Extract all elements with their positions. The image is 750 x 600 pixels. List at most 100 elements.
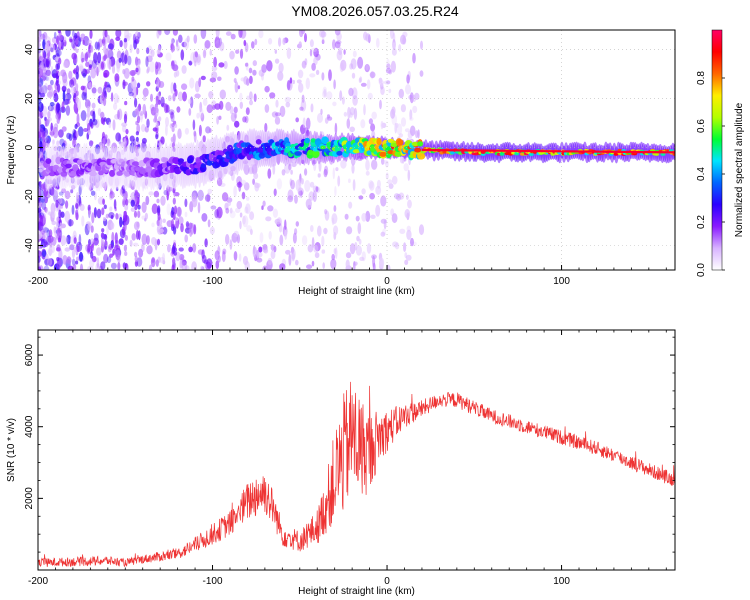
noise-blob bbox=[108, 58, 112, 70]
streak-blob bbox=[58, 131, 62, 136]
noise-blob bbox=[239, 212, 243, 218]
noise-blob bbox=[176, 44, 180, 52]
noise-blob bbox=[307, 244, 314, 253]
noise-blob bbox=[310, 47, 318, 53]
noise-blob bbox=[62, 71, 66, 78]
noise-blob bbox=[211, 71, 218, 80]
noise-blob bbox=[235, 49, 240, 54]
spectrogram-y-ticks: -40 -20 0 20 40 bbox=[24, 44, 43, 253]
noise-blob bbox=[233, 185, 237, 198]
noise-blob bbox=[284, 96, 291, 103]
noise-blob bbox=[128, 91, 135, 97]
noise-blob bbox=[52, 139, 55, 145]
streak-blob bbox=[156, 219, 160, 226]
noise-blob bbox=[379, 99, 382, 110]
noise-blob bbox=[386, 80, 391, 85]
snr-x-label: Height of straight line (km) bbox=[298, 586, 415, 597]
noise-blob bbox=[274, 112, 281, 117]
streak-blob bbox=[89, 30, 93, 39]
noise-blob bbox=[296, 79, 302, 84]
noise-blob bbox=[45, 76, 49, 81]
streak-blob bbox=[158, 116, 162, 122]
signal-core bbox=[310, 138, 317, 143]
noise-blob bbox=[49, 43, 56, 53]
signal-core bbox=[376, 137, 382, 146]
noise-blob bbox=[190, 52, 197, 64]
noise-blob bbox=[357, 222, 362, 235]
noise-blob bbox=[264, 85, 270, 93]
noise-blob bbox=[194, 93, 201, 99]
snr-x-ticks: -200 -100 0 100 bbox=[28, 330, 667, 587]
noise-blob bbox=[178, 216, 184, 225]
signal-core bbox=[397, 139, 404, 146]
noise-blob bbox=[261, 205, 264, 210]
noise-blob bbox=[245, 203, 251, 215]
noise-blob bbox=[379, 257, 385, 269]
noise-blob bbox=[242, 116, 247, 123]
noise-blob bbox=[38, 42, 41, 48]
snr-plot-area bbox=[38, 330, 675, 570]
noise-blob bbox=[97, 108, 102, 116]
noise-blob bbox=[385, 67, 392, 74]
streak-blob bbox=[101, 241, 105, 248]
streak-blob bbox=[173, 205, 178, 215]
noise-blob bbox=[206, 192, 211, 203]
noise-blob bbox=[44, 42, 50, 54]
noise-blob bbox=[66, 234, 71, 245]
noise-blob bbox=[415, 130, 419, 139]
y-tick-label: -20 bbox=[24, 189, 35, 204]
noise-blob bbox=[252, 60, 257, 67]
noise-blob bbox=[81, 91, 86, 101]
noise-blob bbox=[284, 228, 288, 240]
noise-blob bbox=[79, 203, 85, 212]
x-tick-label: -100 bbox=[203, 276, 223, 287]
streak-blob bbox=[58, 57, 62, 65]
streak-blob bbox=[75, 203, 79, 209]
streak-blob bbox=[75, 209, 79, 217]
streak-blob bbox=[104, 234, 108, 241]
streak-blob bbox=[76, 31, 80, 40]
noise-blob bbox=[48, 229, 53, 238]
streak-blob bbox=[102, 217, 107, 222]
signal-core bbox=[314, 151, 320, 156]
noise-blob bbox=[407, 199, 412, 209]
noise-blob bbox=[44, 132, 48, 142]
noise-blob bbox=[43, 265, 50, 270]
noise-blob bbox=[115, 249, 121, 261]
noise-blob bbox=[84, 52, 89, 62]
noise-blob bbox=[65, 200, 69, 209]
signal-core bbox=[345, 140, 352, 149]
y-tick-label: 2000 bbox=[24, 487, 35, 510]
noise-blob bbox=[266, 60, 273, 72]
noise-blob bbox=[146, 245, 153, 255]
noise-blob bbox=[130, 207, 136, 212]
streak-blob bbox=[74, 106, 78, 113]
streak-blob bbox=[55, 63, 59, 71]
noise-blob bbox=[334, 186, 337, 197]
streak-blob bbox=[122, 193, 126, 199]
noise-blob bbox=[114, 73, 120, 83]
noise-blob bbox=[412, 52, 416, 64]
noise-blob bbox=[348, 201, 353, 209]
x-tick-label: 0 bbox=[384, 276, 390, 287]
noise-blob bbox=[313, 47, 319, 58]
noise-blob bbox=[73, 86, 76, 93]
noise-blob bbox=[210, 205, 217, 210]
noise-blob bbox=[38, 250, 42, 258]
streak-blob bbox=[135, 136, 139, 142]
noise-blob bbox=[193, 130, 197, 137]
noise-blob bbox=[92, 110, 96, 123]
signal-core bbox=[152, 158, 160, 163]
noise-blob bbox=[42, 58, 49, 68]
noise-blob bbox=[270, 250, 276, 260]
noise-blob bbox=[304, 58, 308, 66]
noise-blob bbox=[400, 34, 406, 45]
noise-blob bbox=[62, 72, 68, 84]
noise-blob bbox=[103, 69, 110, 78]
noise-blob bbox=[106, 225, 109, 236]
noise-blob bbox=[113, 93, 119, 104]
noise-blob bbox=[93, 237, 99, 246]
noise-blob bbox=[321, 235, 325, 247]
noise-blob bbox=[252, 246, 258, 258]
noise-blob bbox=[97, 209, 100, 217]
